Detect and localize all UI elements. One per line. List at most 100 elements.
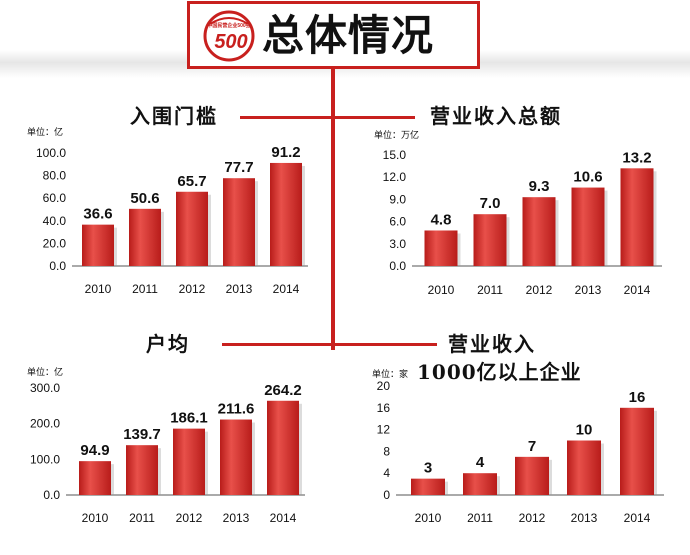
chart-4-category-label: 2014 [624, 511, 651, 525]
chart-2-data-label: 7.0 [480, 195, 501, 212]
chart-4-category-label: 2012 [519, 511, 546, 525]
chart-3-y-tick: 200.0 [30, 417, 60, 431]
chart-1-data-label: 77.7 [224, 159, 253, 176]
chart-2-y-tick: 12.0 [383, 170, 407, 184]
chart-1-data-label: 50.6 [130, 190, 159, 207]
chart-4-y-tick: 16 [377, 401, 391, 415]
chart-1-y-tick: 0.0 [49, 259, 66, 273]
connector-bottom [222, 343, 437, 346]
chart-1-y-tick: 60.0 [43, 191, 67, 205]
chart-3-category-label: 2014 [270, 511, 297, 525]
chart-4-y-tick: 0 [383, 488, 390, 502]
chart-2-bar [620, 168, 654, 266]
chart-4-data-label: 4 [476, 454, 485, 471]
chart-3-data-label: 211.6 [218, 401, 255, 418]
chart-3-data-label: 186.1 [170, 410, 208, 427]
chart-1-y-tick: 80.0 [43, 169, 67, 183]
chart-2-category-label: 2013 [575, 283, 602, 297]
header-box: 中国民营企业500强 500 总体情况 [187, 1, 480, 69]
chart-2-bar [522, 197, 556, 266]
chart-3-y-tick: 300.0 [30, 381, 60, 395]
chart-1-data-label: 91.2 [271, 144, 300, 161]
chart-4-data-label: 3 [424, 460, 432, 477]
chart-2-data-label: 13.2 [622, 149, 651, 166]
chart-3-bar [267, 400, 299, 495]
logo-number: 500 [214, 31, 247, 53]
chart-1-unit: 单位：亿 [27, 128, 64, 138]
chart-4-y-tick: 8 [383, 444, 390, 458]
chart-1-category-label: 2011 [132, 282, 158, 296]
chart-1-y-tick: 20.0 [43, 236, 67, 250]
chart-1-category-label: 2013 [226, 282, 253, 296]
chart-4-subtitle: 1000亿以上企业 [417, 360, 582, 384]
chart-2-bar [473, 214, 507, 266]
chart-4-data-label: 10 [576, 422, 593, 439]
chart-4-category-label: 2013 [571, 511, 598, 525]
chart-4-data-label: 7 [528, 438, 536, 455]
chart-1-category-label: 2012 [179, 282, 206, 296]
chart-4-data-label: 16 [629, 389, 646, 406]
chart-1-category-label: 2010 [85, 282, 112, 296]
chart-1-bar [223, 178, 255, 266]
chart-4-title: 营业收入 [448, 332, 536, 356]
chart-4-bar [463, 473, 497, 495]
chart-3-data-label: 264.2 [264, 382, 302, 399]
chart-2-y-tick: 6.0 [389, 215, 406, 229]
chart-2-data-label: 9.3 [529, 178, 550, 195]
chart-4-bar [620, 407, 654, 495]
chart-1-bar [82, 224, 114, 266]
chart-3-category-label: 2010 [82, 511, 109, 525]
chart-2-category-label: 2014 [624, 283, 651, 297]
connector-vertical [331, 66, 335, 350]
chart-3-title: 户均 [146, 332, 190, 356]
chart-4-category-label: 2010 [415, 511, 442, 525]
chart-4-unit: 单位：家 [372, 370, 409, 380]
chart-2-category-label: 2012 [526, 283, 553, 297]
chart-1-category-label: 2014 [273, 282, 300, 296]
logo-text: 中国民营企业500强 [207, 22, 250, 29]
connector-top [240, 116, 415, 119]
chart-3-bar [220, 419, 252, 495]
chart-3-data-label: 94.9 [80, 442, 109, 459]
logo-500-icon: 中国民营企业500强 500 [203, 10, 255, 62]
chart-1-bar [129, 208, 161, 266]
chart-4-y-tick: 20 [377, 379, 391, 393]
chart-4-category-label: 2011 [467, 511, 493, 525]
chart-3-y-tick: 0.0 [43, 488, 60, 502]
chart-2-bar [571, 187, 605, 266]
chart-3-category-label: 2011 [129, 511, 155, 525]
chart-2-category-label: 2011 [477, 283, 503, 297]
chart-2-y-tick: 15.0 [383, 148, 407, 162]
chart-4-bar [411, 478, 445, 495]
chart-1-bar [176, 191, 208, 266]
chart-1-title: 入围门槛 [130, 104, 218, 128]
chart-3-bar [79, 461, 111, 495]
chart-3-bar [126, 445, 158, 495]
chart-3-data-label: 139.7 [123, 426, 161, 443]
chart-2-title: 营业收入总额 [430, 104, 562, 128]
page-title: 总体情况 [262, 11, 435, 60]
chart-2-bar [424, 230, 458, 266]
chart-4-bar [567, 440, 601, 495]
chart-2-data-label: 10.6 [573, 169, 602, 186]
chart-3-category-label: 2012 [176, 511, 203, 525]
chart-2-y-tick: 0.0 [389, 259, 406, 273]
chart-3-bar [173, 428, 205, 495]
chart-3-y-tick: 100.0 [30, 452, 60, 466]
chart-2-y-tick: 3.0 [389, 237, 406, 251]
chart-3-unit: 单位：亿 [27, 368, 64, 378]
chart-2-category-label: 2010 [428, 283, 455, 297]
chart-1-y-tick: 40.0 [43, 214, 67, 228]
chart-2-unit: 单位：万亿 [374, 131, 420, 141]
chart-1-data-label: 65.7 [177, 173, 206, 190]
chart-2-y-tick: 9.0 [389, 192, 406, 206]
chart-1-data-label: 36.6 [83, 206, 112, 223]
chart-4-y-tick: 12 [377, 423, 391, 437]
chart-4-bar [515, 456, 549, 495]
chart-3-category-label: 2013 [223, 511, 250, 525]
chart-1-y-tick: 100.0 [36, 146, 66, 160]
chart-4-y-tick: 4 [383, 466, 390, 480]
chart-2-data-label: 4.8 [431, 211, 452, 228]
chart-1-bar [270, 162, 302, 266]
